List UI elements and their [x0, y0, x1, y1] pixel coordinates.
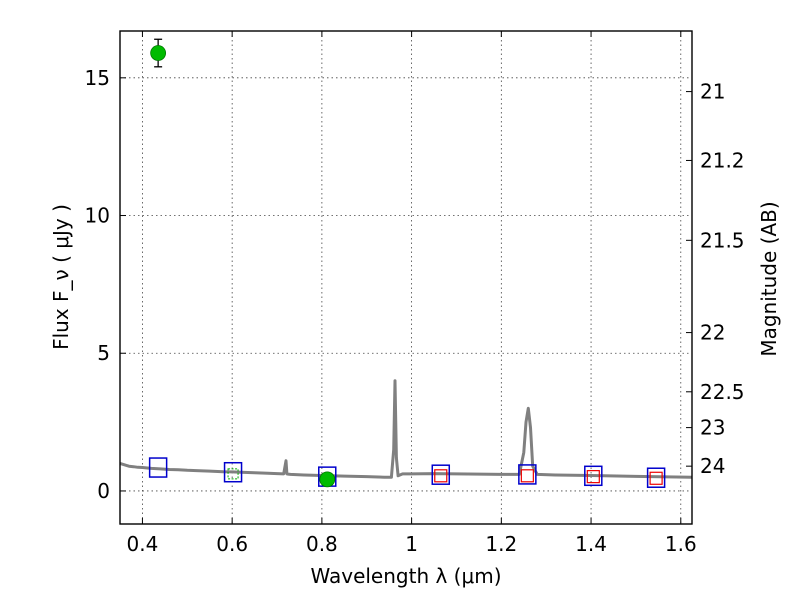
right-tick-label: 22	[700, 321, 725, 345]
right-tick-label: 21.5	[700, 228, 745, 252]
right-axis-label: Magnitude (AB)	[757, 201, 781, 356]
spectrum-series	[119, 379, 693, 479]
y-tick-labels: 0 5 10 15	[85, 66, 110, 503]
y-axis-label: Flux F_ν ( μJy )	[49, 204, 73, 350]
model-photometry-square	[431, 464, 451, 485]
right-tick-label: 23	[700, 416, 725, 440]
y-tick-label: 15	[85, 66, 110, 90]
plot-frame	[119, 30, 693, 525]
minor-square	[227, 468, 239, 480]
model-photometry-square	[148, 457, 168, 478]
model-photometry-square	[518, 464, 537, 485]
right-tick-label: 22.5	[700, 380, 745, 404]
grid-lines	[120, 31, 692, 524]
spectrum-line	[119, 379, 693, 479]
y-tick-label: 5	[97, 341, 110, 365]
upper-limit-square	[649, 471, 663, 485]
x-tick-label: 1.2	[485, 532, 517, 556]
x-tick-label: 0.4	[127, 532, 159, 556]
markers	[148, 38, 666, 488]
upper-limit-square	[434, 469, 448, 483]
right-tick-label: 21.2	[700, 148, 745, 172]
upper-limit-square	[586, 470, 600, 484]
y-tick-label: 0	[97, 479, 110, 503]
x-tick-label: 1.6	[665, 532, 697, 556]
right-tick-label: 21	[700, 80, 725, 104]
x-tick-labels: 0.4 0.6 0.8 1 1.2 1.4 1.6	[127, 532, 697, 556]
ticks	[120, 31, 692, 524]
x-tick-label: 0.6	[216, 532, 248, 556]
y-tick-label: 10	[85, 204, 110, 228]
x-tick-label: 1.4	[575, 532, 607, 556]
x-axis-label: Wavelength λ (μm)	[310, 564, 501, 588]
right-tick-labels: 21 21.2 21.5 22 22.5 23 24	[700, 80, 745, 479]
upper-limit-square	[520, 469, 534, 483]
x-tick-label: 0.8	[306, 532, 338, 556]
right-tick-label: 24	[700, 454, 725, 478]
photometry-point	[319, 471, 336, 488]
x-tick-label: 1	[405, 532, 418, 556]
model-photometry-square	[646, 467, 666, 488]
photometry-point	[150, 45, 167, 61]
model-photometry-square	[223, 461, 243, 483]
model-photometry-square	[584, 465, 603, 487]
